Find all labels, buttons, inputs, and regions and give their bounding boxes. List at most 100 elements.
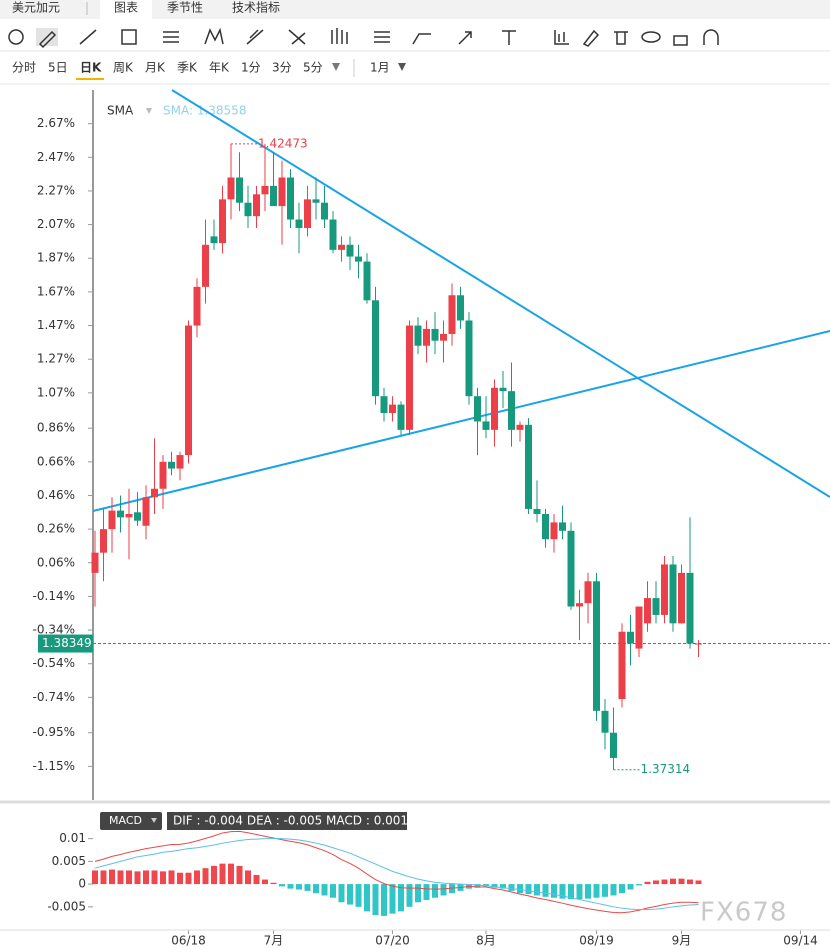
candle-body: [423, 328, 430, 346]
candle-body: [431, 328, 439, 341]
macd-summary-bg: [167, 812, 407, 830]
tool-icon[interactable]: [121, 29, 137, 45]
macd-bar: [644, 881, 651, 885]
macd-legend: MACD: [109, 814, 142, 827]
low-label: 1.37314: [641, 762, 691, 776]
period-button[interactable]: 季K: [177, 61, 198, 75]
macd-bar: [160, 871, 166, 885]
tool-icon[interactable]: [163, 31, 179, 43]
tool-icon[interactable]: [641, 31, 661, 43]
candle-body: [193, 286, 201, 326]
macd-bar: [355, 884, 362, 907]
macd-bar: [483, 884, 489, 887]
macd-bar: [151, 870, 158, 885]
period-button[interactable]: 5日: [48, 61, 68, 75]
macd-bar: [364, 884, 370, 912]
candle-body: [253, 194, 260, 217]
macd-bar: [653, 880, 659, 885]
tab[interactable]: 美元加元: [12, 1, 60, 15]
tool-icon[interactable]: [79, 29, 97, 45]
period-button[interactable]: 月K: [145, 61, 166, 75]
macd-bar: [508, 884, 515, 891]
macd-bar: [177, 872, 183, 885]
candle-body: [100, 529, 107, 553]
period-bar: 分时 5日 日K 周K 月K 季K 年K 1分 3分 5分: [12, 61, 340, 80]
candle-body: [159, 461, 167, 489]
candle-body: [117, 510, 124, 518]
macd-bar: [126, 870, 132, 885]
x-tick-label: 07/20: [375, 934, 410, 948]
candle-body: [295, 219, 303, 228]
y-tick-label: 2.07%: [37, 217, 75, 231]
candle-body: [406, 325, 413, 430]
macd-bar: [661, 879, 668, 885]
tool-icon[interactable]: [554, 30, 569, 45]
tab[interactable]: 技术指标: [232, 0, 280, 15]
candle-body: [669, 564, 677, 624]
period-button[interactable]: 1分: [241, 61, 261, 75]
macd-bar: [194, 870, 200, 885]
tool-icon[interactable]: [582, 29, 600, 47]
macd-bar: [551, 884, 557, 898]
candle-body: [363, 261, 371, 301]
tool-icon[interactable]: [614, 31, 628, 45]
macd-bar: [313, 884, 319, 894]
tool-icon[interactable]: [502, 30, 516, 45]
x-tick-label: 06/18: [171, 934, 206, 948]
macd-bar: [109, 869, 115, 885]
candle-body: [627, 631, 634, 644]
y-tick-label: 0.26%: [37, 522, 75, 536]
tool-icon[interactable]: [374, 31, 390, 43]
candle-body: [142, 497, 150, 526]
macd-bar: [559, 884, 566, 899]
candle-body: [287, 177, 294, 220]
macd-bar: [228, 863, 234, 885]
period-button[interactable]: 分时: [12, 61, 36, 75]
range-button[interactable]: 1月: [370, 61, 390, 75]
macd-bar: [100, 870, 107, 885]
tool-icon[interactable]: [458, 31, 472, 45]
macd-bar: [568, 884, 574, 900]
candle-body: [686, 572, 694, 644]
tool-icon[interactable]: [331, 28, 348, 44]
tool-icon[interactable]: [673, 35, 688, 46]
candle-body: [525, 424, 532, 509]
period-button[interactable]: 周K: [113, 61, 134, 75]
y-tick-label: 2.27%: [37, 183, 75, 197]
macd-line: [94, 830, 699, 914]
candle-body: [576, 603, 583, 607]
tool-icon[interactable]: [246, 29, 264, 45]
tool-icon[interactable]: [703, 29, 719, 45]
candle-body: [661, 564, 668, 615]
tab[interactable]: 图表: [114, 1, 138, 15]
period-button[interactable]: 3分: [272, 61, 292, 75]
macd-line: [94, 838, 699, 911]
candle-body: [440, 333, 447, 341]
tool-icon[interactable]: [288, 29, 306, 45]
tab[interactable]: 季节性: [167, 1, 203, 15]
macd-bar: [338, 884, 345, 903]
legend: SMA: [107, 104, 134, 118]
candle-body: [210, 236, 218, 244]
macd-legend-bg: [100, 812, 162, 830]
macd-bar: [619, 884, 625, 894]
tool-icon[interactable]: [38, 30, 57, 49]
macd-bar: [262, 879, 268, 885]
y-tick-label: 0.06%: [37, 555, 75, 569]
candle-body: [465, 320, 473, 397]
candle-body: [559, 522, 566, 531]
last-price-tag: [38, 634, 93, 653]
tool-icon[interactable]: [8, 29, 24, 45]
macd-bar: [440, 884, 447, 896]
y-tick-label: -0.14%: [33, 589, 75, 603]
period-button[interactable]: 5分: [303, 61, 323, 75]
y-tick-label: 0.86%: [37, 421, 75, 435]
candle-body: [516, 424, 524, 430]
period-button[interactable]: 年K: [209, 61, 230, 75]
macd-bar: [389, 884, 396, 914]
period-button[interactable]: 日K: [80, 61, 102, 75]
tool-icon[interactable]: [204, 27, 224, 45]
tool-icon[interactable]: [412, 33, 431, 45]
macd-bar: [525, 884, 532, 895]
macd-bar: [270, 882, 277, 885]
